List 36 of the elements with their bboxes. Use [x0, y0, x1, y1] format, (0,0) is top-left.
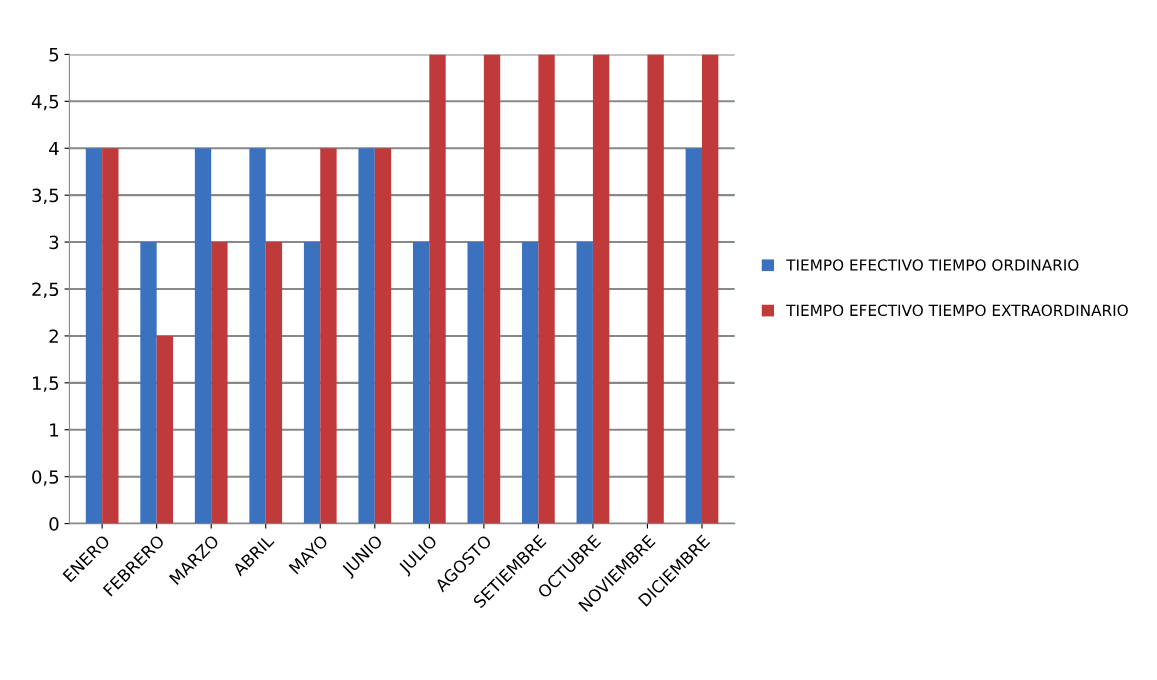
y-tick-label: 4,5: [31, 95, 59, 111]
bar: [576, 242, 593, 524]
bar: [483, 54, 501, 524]
bar: [140, 242, 157, 524]
bar: [522, 242, 539, 524]
bar: [467, 242, 484, 524]
bar: [701, 54, 719, 524]
bar: [211, 242, 228, 524]
y-tick-label: 2: [49, 329, 58, 343]
y-tick-label: 3: [49, 235, 59, 250]
y-tick-label: 0,5: [32, 470, 59, 486]
bar: [412, 242, 430, 524]
legend-label: TIEMPO EFECTIVO TIEMPO EXTRAORDINARIO: [786, 304, 1128, 317]
bar: [320, 148, 337, 524]
bar: [249, 148, 266, 524]
y-tick-label: 5: [49, 48, 59, 62]
bar: [647, 54, 664, 524]
bar: [303, 242, 321, 524]
bar: [265, 242, 283, 524]
bar: [592, 54, 610, 524]
bar: [358, 148, 375, 524]
bar: [538, 54, 555, 524]
bar: [156, 335, 174, 524]
y-tick-label: 4: [49, 141, 59, 156]
y-tick-label: 2,5: [32, 282, 59, 298]
bar: [374, 148, 392, 524]
bar: [194, 148, 212, 524]
y-tick-label: 1,5: [32, 376, 59, 392]
y-tick-label: 1: [50, 423, 59, 437]
legend-label: TIEMPO EFECTIVO TIEMPO ORDINARIO: [786, 259, 1079, 271]
y-tick-label: 0: [49, 517, 59, 531]
bar: [102, 148, 119, 524]
bar: [429, 54, 446, 524]
bar: [685, 148, 702, 524]
bar: [85, 148, 103, 524]
y-tick-label: 3,5: [32, 188, 59, 205]
